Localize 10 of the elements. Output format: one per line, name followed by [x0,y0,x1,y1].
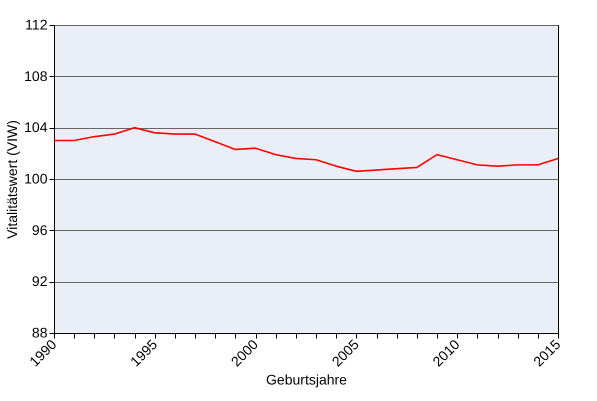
y-tick-label: 96 [32,222,48,238]
y-tick-label: 100 [24,170,48,186]
y-tick-label: 108 [24,68,48,84]
x-axis-title: Geburtsjahre [266,371,348,388]
y-tick-label: 104 [24,119,48,136]
y-tick-label: 88 [32,324,48,340]
y-tick-label: 112 [25,16,48,32]
line-series [53,126,559,172]
y-axis-title: Vitalitätswert (VIW) [4,120,20,239]
y-tick-label: 92 [32,273,48,290]
